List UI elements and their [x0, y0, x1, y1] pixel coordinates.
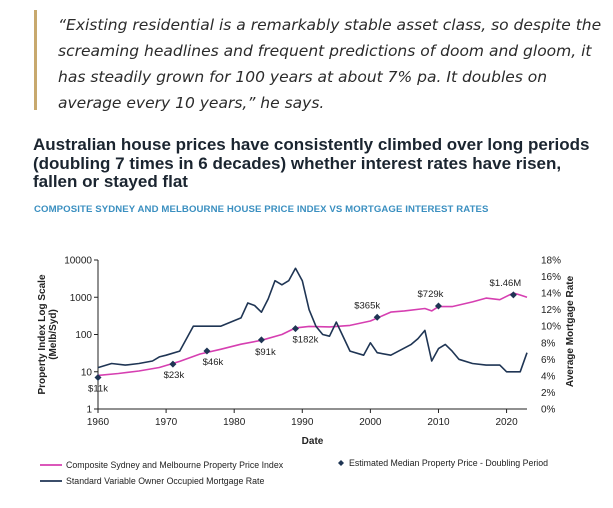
- y-right-tick-label: 16%: [541, 272, 561, 283]
- legend-label-rate: Standard Variable Owner Occupied Mortgag…: [66, 476, 264, 486]
- doubling-marker-label: $729k: [418, 289, 444, 300]
- x-axis-label: Date: [302, 436, 324, 447]
- y-left-tick-label: 10000: [64, 256, 92, 267]
- mortgage-rate-line: [97, 267, 528, 373]
- doubling-marker-label: $365k: [354, 300, 380, 311]
- chart-markers: $11k $23k $46k $91k $182k $365k $729k $1.46M: [88, 278, 521, 395]
- doubling-marker: [169, 360, 177, 368]
- legend-swatch-marker: [338, 460, 344, 466]
- doubling-marker-label: $1.46M: [490, 278, 522, 289]
- chart-series: [97, 267, 528, 377]
- doubling-marker: [373, 313, 381, 321]
- chart-axes: 1960 1970 1980 1990 2000 2010 2020 1 10 100 1000 10…: [37, 256, 576, 448]
- doubling-marker-label: $91k: [255, 347, 276, 358]
- y-right-tick-label: 4%: [541, 371, 556, 382]
- quote-accent-bar: [34, 10, 37, 110]
- y-right-tick-label: 0%: [541, 405, 556, 416]
- legend-label-price: Composite Sydney and Melbourne Property …: [66, 460, 284, 470]
- chart-title: Australian house prices have consistentl…: [33, 135, 590, 191]
- y-left-tick-label: 100: [75, 330, 92, 341]
- price-index-line: [97, 292, 528, 377]
- x-tick-label: 1980: [223, 417, 246, 428]
- doubling-marker: [291, 325, 299, 333]
- y-right-tick-label: 8%: [541, 338, 556, 349]
- chart-legend: Composite Sydney and Melbourne Property …: [40, 458, 548, 486]
- y-right-tick-label: 12%: [541, 305, 561, 316]
- x-tick-label: 2020: [495, 417, 518, 428]
- doubling-marker: [94, 374, 102, 382]
- y-right-tick-label: 14%: [541, 289, 561, 300]
- y-left-tick-label: 10: [81, 367, 93, 378]
- x-tick-label: 1970: [155, 417, 178, 428]
- doubling-marker-label: $182k: [293, 335, 319, 346]
- doubling-marker-label: $46k: [203, 357, 224, 368]
- y-right-tick-label: 18%: [541, 256, 561, 267]
- doubling-marker: [434, 302, 442, 310]
- doubling-marker: [257, 336, 265, 344]
- x-tick-label: 1990: [291, 417, 314, 428]
- x-tick-label: 2010: [427, 417, 450, 428]
- legend-label-marker: Estimated Median Property Price - Doubli…: [349, 458, 548, 468]
- chart-subtitle: COMPOSITE SYDNEY AND MELBOURNE HOUSE PRI…: [34, 204, 489, 215]
- pull-quote: “Existing residential is a remarkably st…: [58, 16, 602, 112]
- y-left-tick-label: 1: [86, 405, 92, 416]
- y-right-tick-label: 10%: [541, 322, 561, 333]
- y-right-tick-label: 6%: [541, 355, 556, 366]
- y-right-tick-label: 2%: [541, 388, 556, 399]
- doubling-marker-label: $23k: [164, 370, 185, 381]
- x-tick-label: 1960: [87, 417, 110, 428]
- y-left-tick-label: 1000: [70, 293, 93, 304]
- doubling-marker-label: $11k: [88, 384, 108, 395]
- y-right-axis-label: Average Mortgage Rate: [565, 275, 576, 387]
- y-left-axis-label: Property Index Log Scale(Melb/Syd): [37, 274, 59, 394]
- doubling-marker: [203, 347, 211, 355]
- x-tick-label: 2000: [359, 417, 382, 428]
- doubling-marker: [509, 291, 517, 299]
